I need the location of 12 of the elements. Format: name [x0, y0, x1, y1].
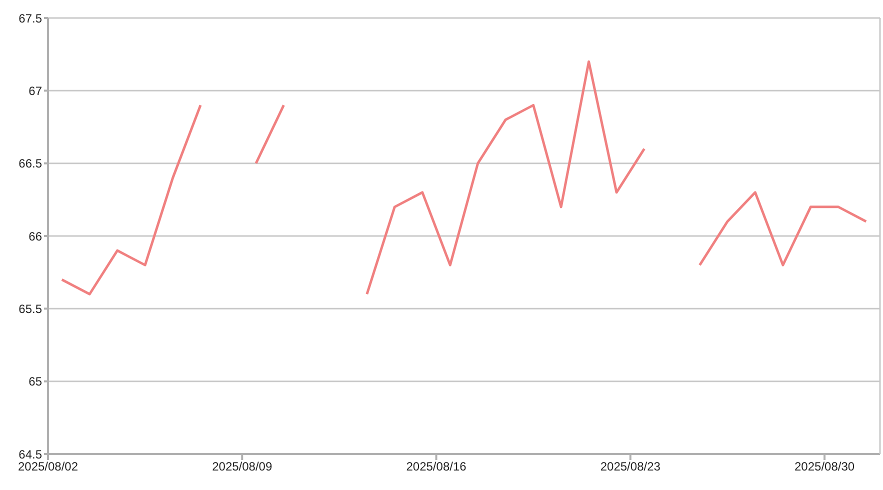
y-tick-label: 66.5: [18, 156, 42, 171]
y-tick-label: 65: [28, 374, 42, 389]
y-tick-label: 64.5: [18, 447, 42, 462]
x-tick-label: 2025/08/30: [794, 460, 855, 474]
x-tick-label: 2025/08/23: [600, 460, 661, 474]
y-tick-label: 67: [28, 84, 42, 98]
y-tick-label: 67.5: [18, 11, 42, 26]
y-tick-label: 66: [28, 229, 42, 244]
y-tick-label: 65.5: [18, 302, 42, 316]
x-tick-label: 2025/08/09: [212, 460, 272, 474]
x-tick-label: 2025/08/16: [406, 460, 467, 474]
x-tick-label: 2025/08/02: [18, 460, 78, 474]
